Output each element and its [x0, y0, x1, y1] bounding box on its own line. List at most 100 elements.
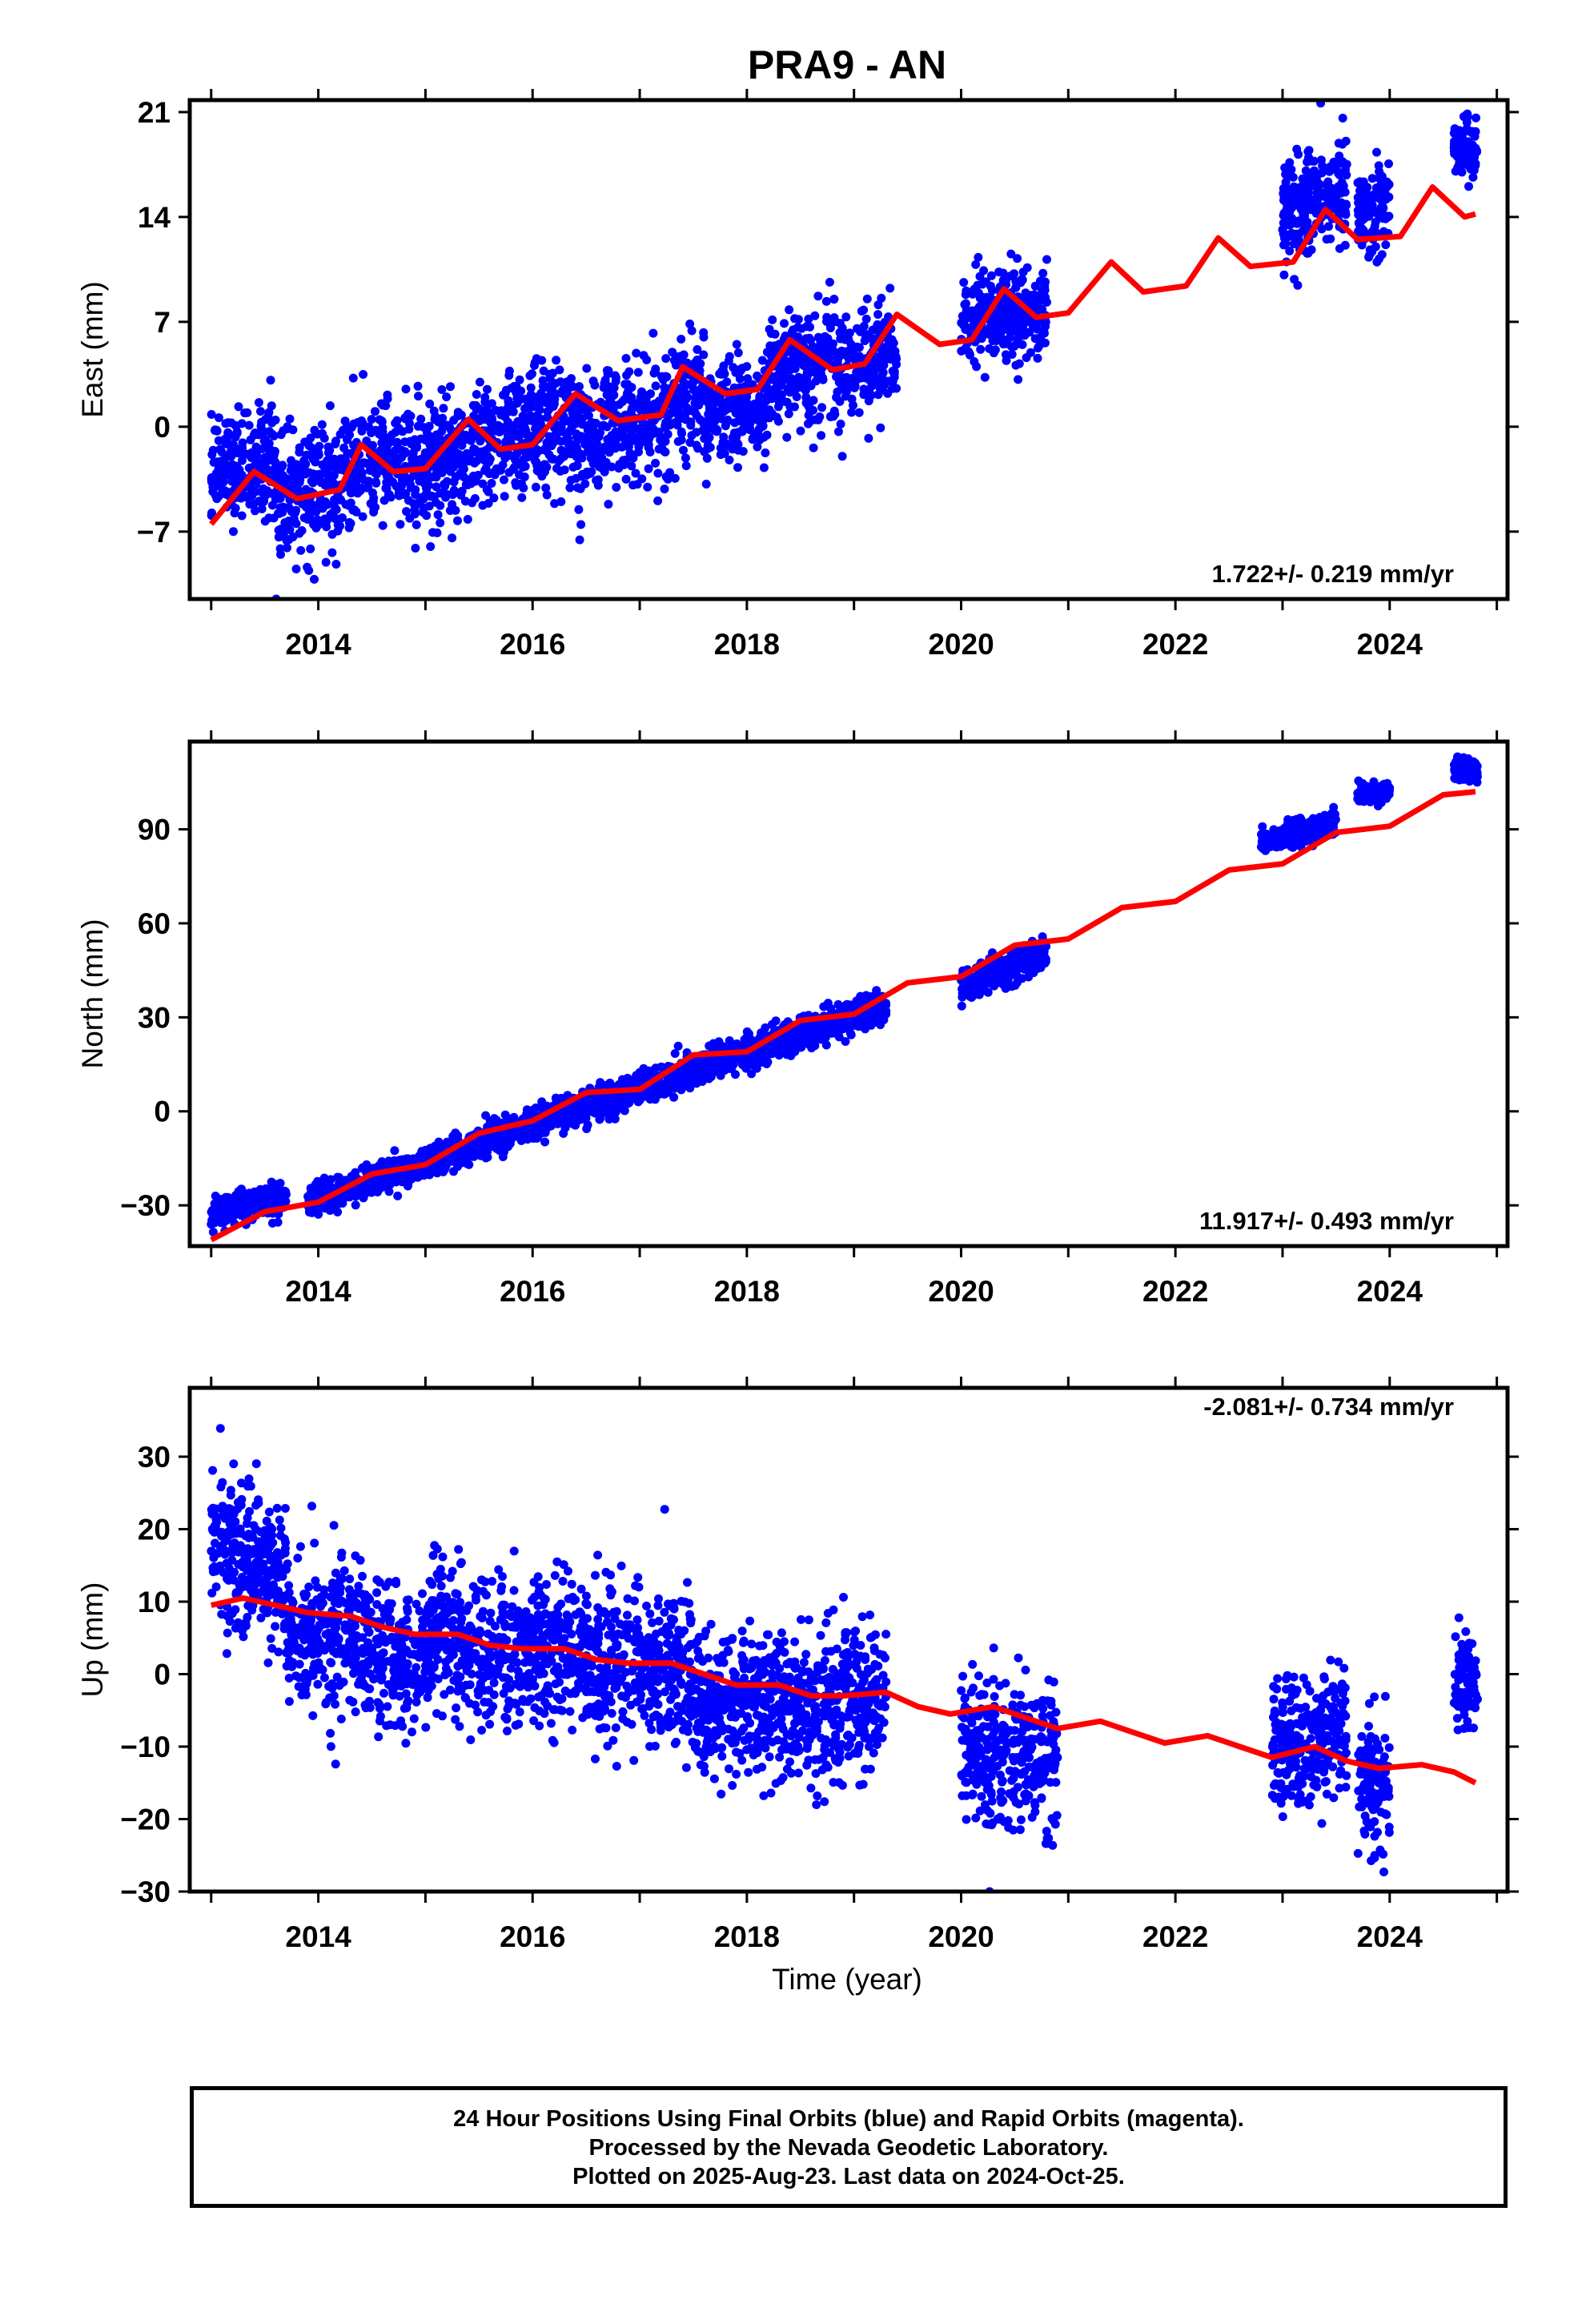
observation-point — [446, 382, 455, 392]
observation-point — [1279, 270, 1289, 279]
observation-point — [986, 271, 996, 280]
observation-point — [628, 453, 638, 463]
observation-point — [440, 480, 449, 489]
observation-point — [577, 469, 587, 479]
observation-point — [400, 437, 410, 447]
observation-point — [995, 313, 1005, 323]
observation-point — [215, 444, 225, 454]
observation-point — [301, 459, 311, 468]
observation-point — [439, 464, 448, 474]
observation-point — [648, 401, 658, 411]
x-tick-label: 2024 — [1357, 628, 1423, 661]
observation-point — [1354, 210, 1363, 219]
observation-point — [711, 397, 721, 407]
observation-point — [838, 373, 848, 383]
observation-point — [487, 479, 496, 488]
observation-point — [426, 542, 436, 551]
observation-point — [593, 480, 603, 490]
observation-point — [333, 1208, 343, 1216]
observation-point — [700, 434, 709, 444]
observation-point — [622, 371, 632, 380]
observation-point — [617, 421, 627, 431]
observation-point — [262, 1184, 271, 1194]
observation-point — [755, 392, 765, 401]
observation-point — [624, 442, 633, 452]
observation-point — [612, 443, 621, 452]
observation-point — [271, 457, 280, 467]
observation-point — [456, 437, 466, 446]
observation-point — [1279, 208, 1289, 218]
observation-point — [478, 411, 487, 420]
observation-point — [755, 435, 765, 444]
observation-point — [537, 1097, 547, 1107]
observation-point — [730, 418, 740, 428]
observation-point — [811, 415, 821, 424]
observation-point — [681, 453, 690, 463]
observation-point — [278, 460, 287, 470]
observation-point — [975, 271, 985, 281]
observation-point — [1279, 195, 1288, 205]
observation-point — [453, 411, 463, 420]
observation-point — [1038, 268, 1048, 278]
observation-point — [263, 1200, 272, 1210]
observation-point — [252, 450, 261, 460]
observation-point — [646, 389, 656, 399]
observation-point — [1281, 170, 1291, 179]
observation-point — [324, 471, 334, 480]
observation-point — [252, 1192, 262, 1201]
observation-point — [540, 445, 549, 455]
observation-point — [1286, 204, 1295, 214]
observation-point — [692, 392, 701, 402]
observation-point — [484, 487, 493, 497]
observation-point — [743, 374, 753, 384]
observation-point — [245, 1191, 255, 1200]
observation-point — [478, 479, 488, 489]
observation-point — [564, 434, 573, 444]
observation-point — [1012, 308, 1022, 318]
observation-point — [701, 420, 710, 430]
observation-point — [460, 497, 470, 506]
observation-point — [1005, 333, 1014, 343]
observation-point — [516, 479, 526, 489]
observation-point — [572, 473, 580, 483]
observation-point — [480, 397, 490, 407]
observation-point — [445, 506, 455, 515]
observation-point — [424, 448, 434, 457]
observation-point — [658, 391, 668, 400]
observation-point — [847, 408, 857, 417]
observation-point — [230, 509, 239, 518]
observation-point — [404, 424, 414, 434]
observation-point — [344, 501, 354, 510]
observation-point — [276, 430, 286, 440]
observation-point — [1384, 179, 1394, 189]
observation-point — [1279, 218, 1288, 227]
observation-point — [307, 476, 316, 486]
observation-point — [436, 435, 445, 444]
observation-point — [291, 565, 301, 573]
observation-point — [315, 497, 324, 507]
observation-point — [989, 336, 998, 345]
east-plot-frame — [187, 98, 1510, 601]
observation-point — [1288, 172, 1298, 182]
observation-point — [325, 401, 335, 411]
observation-point — [251, 506, 259, 516]
observation-point — [637, 422, 647, 432]
observation-point — [405, 513, 415, 523]
observation-point — [785, 363, 795, 372]
observation-point — [412, 443, 422, 452]
observation-point — [1450, 124, 1460, 134]
observation-point — [1449, 143, 1459, 152]
observation-point — [327, 548, 337, 557]
observation-point — [371, 477, 380, 487]
observation-point — [1316, 155, 1326, 165]
observation-point — [1290, 186, 1299, 195]
observation-point — [304, 565, 314, 575]
observation-point — [1335, 243, 1344, 253]
observation-point — [592, 439, 601, 448]
observation-point — [620, 380, 630, 389]
observation-point — [503, 432, 512, 441]
observation-point — [552, 356, 561, 365]
observation-point — [663, 474, 673, 484]
observation-point — [504, 398, 513, 408]
observation-point — [257, 444, 267, 454]
